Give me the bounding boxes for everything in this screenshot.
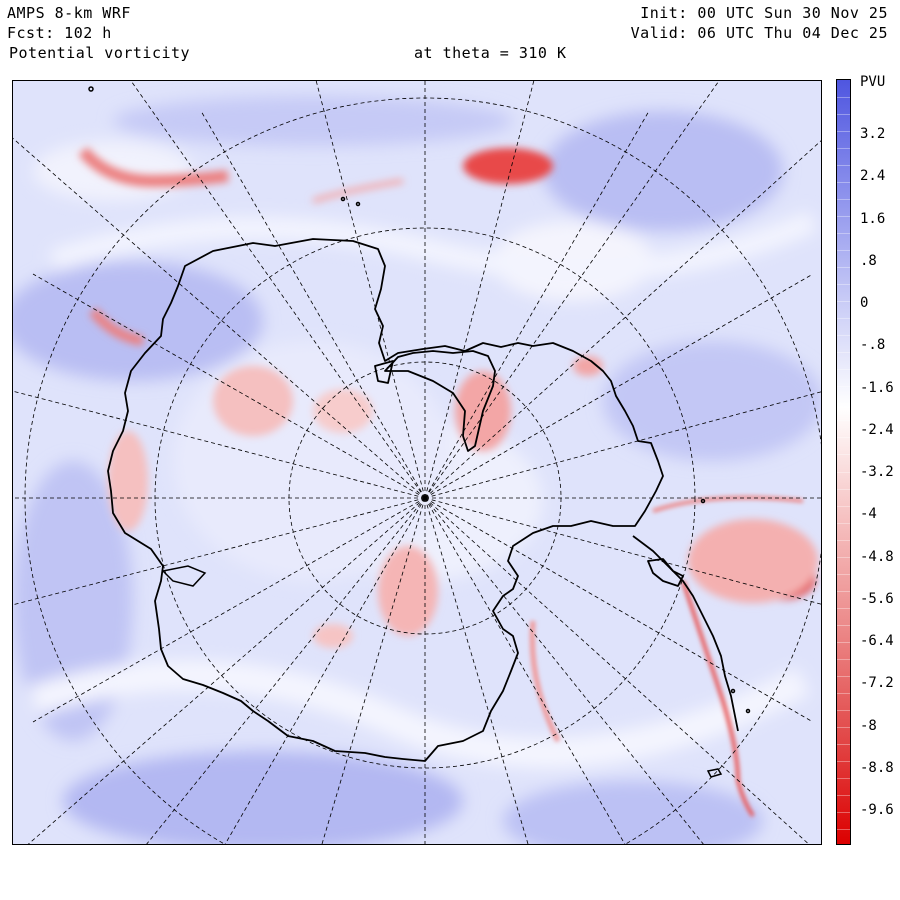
lat-lon-grid	[13, 81, 821, 844]
colorbar-step	[837, 301, 850, 303]
colorbar-step	[837, 403, 850, 405]
colorbar-tick-label: -9.6	[860, 802, 894, 818]
forecast-hour: Fcst: 102 h	[7, 24, 112, 42]
colorbar-tick-label: 3.2	[860, 126, 886, 142]
colorbar-tick-label: -5.6	[860, 590, 894, 607]
colorbar-tick-label: -7.2	[860, 675, 894, 692]
colorbar-step	[837, 573, 850, 575]
valid-time: Valid: 06 UTC Thu 04 Dec 25	[630, 24, 888, 42]
map-svg	[13, 81, 821, 844]
colorbar-step	[837, 216, 850, 218]
colorbar-step	[837, 114, 850, 116]
colorbar-step	[837, 97, 850, 99]
colorbar-step	[837, 267, 850, 269]
colorbar-step	[837, 420, 850, 422]
colorbar-tick-label: -4.8	[860, 548, 894, 565]
colorbar-step	[837, 675, 850, 677]
colorbar-step	[837, 522, 850, 524]
colorbar-units: PVU	[860, 74, 886, 90]
colorbar-step	[837, 590, 850, 592]
colorbar-step	[837, 539, 850, 541]
colorbar-step	[837, 284, 850, 286]
pv-streamers	[529, 495, 804, 818]
colorbar-step	[837, 624, 850, 626]
colorbar-tick-label: 1.6	[860, 210, 886, 227]
theta-level: at theta = 310 K	[414, 44, 567, 62]
colorbar-step	[837, 165, 850, 167]
colorbar-step	[837, 556, 850, 558]
colorbar-step	[837, 386, 850, 388]
colorbar-step	[837, 811, 850, 813]
colorbar-tick-label: -4	[860, 506, 877, 523]
colorbar-step	[837, 692, 850, 694]
colorbar-step	[837, 488, 850, 490]
colorbar-step	[837, 352, 850, 354]
colorbar-step	[837, 726, 850, 728]
field-name: Potential vorticity	[9, 44, 191, 62]
colorbar-tick-label: -3.2	[860, 464, 894, 480]
antarctica-coastline	[107, 238, 739, 762]
colorbar-step	[837, 471, 850, 473]
colorbar-step	[837, 505, 850, 507]
colorbar-step	[837, 794, 850, 796]
colorbar-tick-label: -.8	[860, 337, 886, 354]
islands	[88, 86, 751, 778]
colorbar-step	[837, 233, 850, 235]
colorbar-step	[837, 454, 850, 456]
colorbar-step	[837, 641, 850, 643]
colorbar-step	[837, 709, 850, 711]
colorbar-step	[837, 318, 850, 320]
colorbar-step	[837, 828, 850, 830]
colorbar-tick-label: -1.6	[860, 379, 894, 396]
colorbar-step	[837, 760, 850, 762]
colorbar-step	[837, 369, 850, 371]
colorbar-tick-label: 2.4	[860, 168, 886, 185]
model-title: AMPS 8-km WRF	[7, 4, 131, 22]
colorbar-step	[837, 335, 850, 337]
colorbar-step	[837, 131, 850, 133]
colorbar-tick-label: -2.4	[860, 421, 894, 438]
colorbar-tick-label: 0	[860, 295, 869, 311]
pv-map	[12, 80, 822, 845]
colorbar-tick-label: .8	[860, 252, 877, 269]
colorbar-step	[837, 250, 850, 252]
colorbar-tick-label: -6.4	[860, 633, 894, 649]
colorbar-step	[837, 658, 850, 660]
init-time: Init: 00 UTC Sun 30 Nov 25	[640, 4, 888, 22]
pv-colorbar	[836, 79, 851, 845]
colorbar-step	[837, 148, 850, 150]
colorbar-step	[837, 777, 850, 779]
colorbar-step	[837, 743, 850, 745]
colorbar-step	[837, 199, 850, 201]
colorbar-step	[837, 182, 850, 184]
colorbar-step	[837, 437, 850, 439]
colorbar-tick-label: -8	[860, 717, 877, 734]
colorbar-step	[837, 607, 850, 609]
colorbar-tick-label: -8.8	[860, 759, 894, 776]
